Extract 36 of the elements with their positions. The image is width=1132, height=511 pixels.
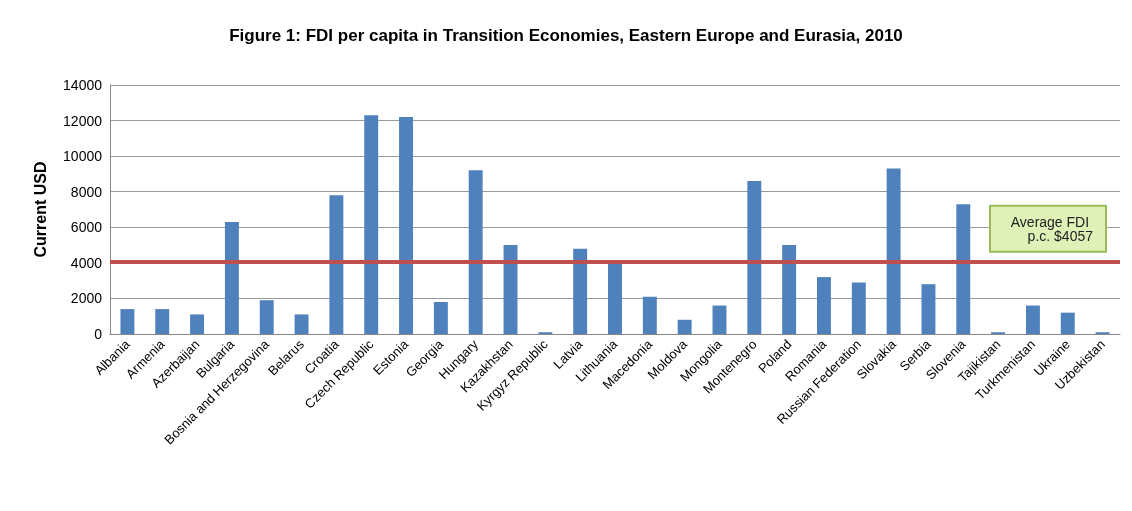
bar: [1025, 305, 1040, 334]
ref-line-label: Average FDI p.c. $4057: [1010, 213, 1094, 244]
bar: [782, 245, 797, 334]
bar: [120, 309, 135, 334]
bar: [642, 296, 657, 334]
y-axis-title: Current USD: [31, 161, 49, 258]
bar: [329, 195, 344, 334]
y-tick-label: 8000: [70, 183, 103, 200]
bar: [712, 305, 727, 334]
bar: [608, 262, 622, 334]
y-tick-label: 4000: [70, 254, 103, 271]
bar: [294, 314, 309, 334]
y-tick-label: 12000: [63, 112, 103, 129]
bar: [399, 117, 413, 334]
bar: [573, 248, 588, 334]
bar: [886, 168, 901, 334]
y-tick-label: 6000: [70, 219, 103, 236]
y-tick-label: 2000: [70, 290, 103, 307]
y-tick-label: 14000: [63, 77, 103, 93]
bar: [817, 277, 831, 334]
bar: [155, 309, 170, 334]
bar: [747, 181, 762, 334]
bar: [851, 282, 866, 334]
bar: [1060, 312, 1075, 334]
bar: [364, 115, 379, 334]
bar: [224, 221, 239, 334]
bar: [677, 319, 692, 334]
chart-title: Figure 1: FDI per capita in Transition Economies, Eastern Europe and Eurasia, 2010: [229, 26, 903, 45]
bar: [956, 204, 971, 334]
bar: [433, 301, 448, 334]
bar: [190, 314, 205, 334]
bar: [921, 284, 936, 334]
y-tick-label: 10000: [63, 148, 103, 165]
bar: [259, 300, 274, 334]
bar: [468, 170, 483, 334]
y-tick-label: 0: [94, 326, 103, 342]
